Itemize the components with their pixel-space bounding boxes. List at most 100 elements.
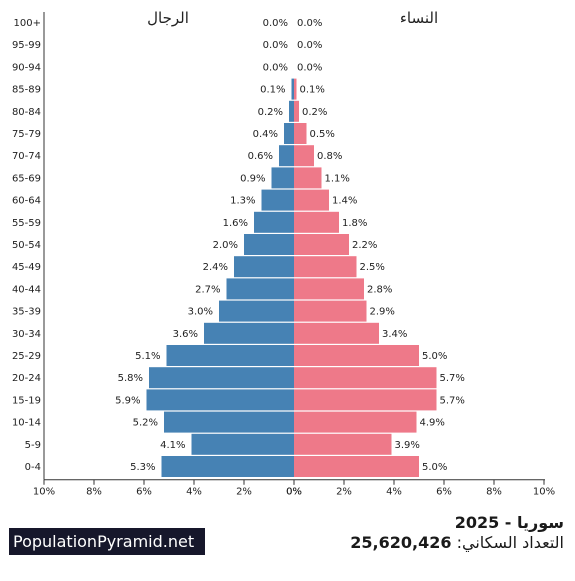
- male-value-label: 0.1%: [260, 85, 285, 96]
- chart-title: سوريا - 2025: [454, 513, 564, 532]
- male-value-label: 4.1%: [160, 440, 185, 451]
- female-value-label: 0.0%: [297, 40, 322, 51]
- age-group-label: 15-19: [12, 395, 41, 406]
- female-value-label: 0.5%: [310, 129, 335, 140]
- male-value-label: 0.0%: [263, 18, 288, 29]
- age-group-label: 60-64: [12, 196, 41, 207]
- female-value-label: 0.0%: [297, 18, 322, 29]
- male-bar-45-49: [234, 256, 294, 278]
- female-value-label: 2.2%: [352, 240, 377, 251]
- male-value-label: 3.6%: [173, 329, 198, 340]
- female-value-label: 1.4%: [332, 196, 357, 207]
- female-value-label: 2.5%: [360, 262, 385, 273]
- female-bar-50-54: [294, 234, 349, 255]
- brand-logo[interactable]: PopulationPyramid.net: [9, 528, 205, 555]
- male-bar-50-54: [244, 234, 294, 255]
- female-value-label: 2.9%: [370, 307, 395, 318]
- population-value: 25,620,426: [350, 533, 452, 552]
- male-bar-15-19: [146, 389, 294, 411]
- male-value-label: 5.2%: [133, 418, 158, 429]
- female-bar-80-84: [294, 100, 299, 122]
- female-bar-40-44: [294, 278, 364, 300]
- age-group-label: 45-49: [12, 262, 41, 273]
- x-tick-label: 10%: [33, 487, 55, 498]
- female-bar-85-89: [294, 78, 297, 100]
- male-value-label: 5.9%: [115, 395, 140, 406]
- male-value-label: 5.3%: [130, 462, 155, 473]
- male-value-label: 0.9%: [240, 173, 265, 184]
- female-bar-45-49: [294, 256, 357, 278]
- population-line: التعداد السكاني: 25,620,426: [350, 533, 564, 552]
- male-bar-10-14: [164, 411, 294, 433]
- male-bar-80-84: [289, 100, 294, 122]
- age-group-label: 35-39: [12, 307, 41, 318]
- x-tick-label: 4%: [186, 487, 202, 498]
- female-bar-25-29: [294, 345, 419, 366]
- male-bar-70-74: [279, 145, 294, 167]
- x-tick-label: 10%: [533, 487, 555, 498]
- male-value-label: 0.0%: [263, 40, 288, 51]
- male-value-label: 0.4%: [253, 129, 278, 140]
- age-group-label: 90-94: [12, 62, 41, 73]
- female-bar-55-59: [294, 211, 339, 233]
- male-value-label: 5.8%: [118, 373, 143, 384]
- age-group-label: 40-44: [12, 284, 41, 295]
- female-value-label: 5.0%: [422, 462, 447, 473]
- male-value-label: 1.6%: [223, 218, 248, 229]
- male-value-label: 0.6%: [248, 151, 273, 162]
- age-group-label: 20-24: [12, 373, 41, 384]
- male-bar-75-79: [284, 123, 294, 144]
- x-tick-label: 6%: [436, 487, 452, 498]
- age-group-label: 10-14: [12, 418, 41, 429]
- male-bar-20-24: [149, 367, 294, 389]
- female-value-label: 5.7%: [440, 373, 465, 384]
- male-bar-30-34: [204, 322, 294, 344]
- x-tick-label: 8%: [486, 487, 502, 498]
- female-value-label: 0.0%: [297, 62, 322, 73]
- age-labels-group: 100+ 95-99 90-94 85-89 80-84 75-79 70-74 65-69 6…: [12, 18, 41, 473]
- female-value-label: 5.7%: [440, 395, 465, 406]
- age-group-label: 70-74: [12, 151, 41, 162]
- age-group-label: 95-99: [12, 40, 41, 51]
- female-bar-15-19: [294, 389, 437, 411]
- age-group-label: 30-34: [12, 329, 41, 340]
- male-bar-55-59: [254, 211, 294, 233]
- male-bar-40-44: [226, 278, 294, 300]
- age-group-label: 55-59: [12, 218, 41, 229]
- female-value-label: 1.1%: [325, 173, 350, 184]
- female-value-label: 3.4%: [382, 329, 407, 340]
- female-value-label: 0.2%: [302, 107, 327, 118]
- men-side-label: الرجال: [147, 9, 189, 27]
- male-bar-5-9: [191, 433, 294, 455]
- female-value-label: 2.8%: [367, 284, 392, 295]
- male-value-label: 0.2%: [258, 107, 283, 118]
- age-group-label: 100+: [14, 18, 41, 29]
- x-tick-label: 8%: [86, 487, 102, 498]
- age-group-label: 25-29: [12, 351, 41, 362]
- male-bar-85-89: [291, 78, 294, 100]
- female-value-label: 3.9%: [395, 440, 420, 451]
- age-group-label: 85-89: [12, 85, 41, 96]
- x-tick-label: 4%: [386, 487, 402, 498]
- x-tick-label: 2%: [236, 487, 252, 498]
- age-group-label: 5-9: [25, 440, 41, 451]
- x-tick-label: 6%: [136, 487, 152, 498]
- age-group-label: 75-79: [12, 129, 41, 140]
- female-value-label: 5.0%: [422, 351, 447, 362]
- male-value-label: 0.0%: [263, 62, 288, 73]
- female-bar-10-14: [294, 411, 417, 433]
- male-value-label: 2.4%: [203, 262, 228, 273]
- female-bar-30-34: [294, 322, 379, 344]
- female-bar-70-74: [294, 145, 314, 167]
- female-bar-5-9: [294, 433, 392, 455]
- female-value-label: 1.8%: [342, 218, 367, 229]
- male-value-label: 3.0%: [188, 307, 213, 318]
- age-group-label: 50-54: [12, 240, 41, 251]
- female-bar-20-24: [294, 367, 437, 389]
- female-value-label: 4.9%: [420, 418, 445, 429]
- female-bar-35-39: [294, 300, 367, 322]
- male-bar-65-69: [271, 167, 294, 189]
- population-label: التعداد السكاني:: [456, 533, 564, 552]
- male-value-label: 5.1%: [135, 351, 160, 362]
- female-value-label: 0.8%: [317, 151, 342, 162]
